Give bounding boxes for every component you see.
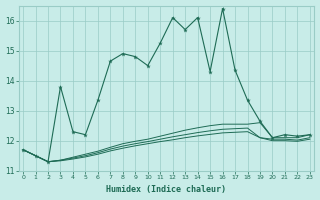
X-axis label: Humidex (Indice chaleur): Humidex (Indice chaleur) xyxy=(107,185,227,194)
